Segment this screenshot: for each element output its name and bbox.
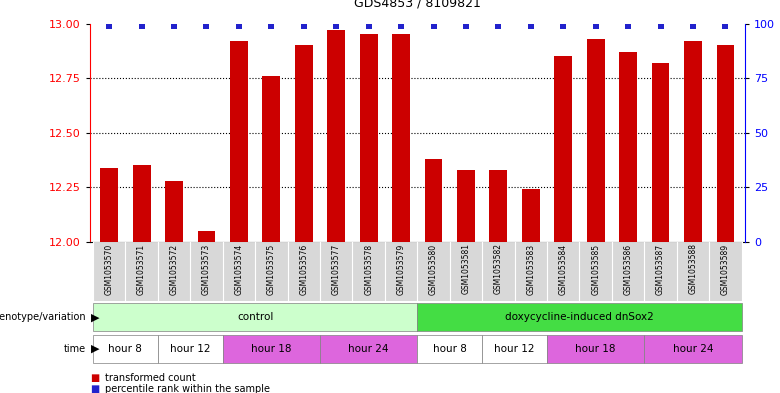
Bar <box>230 41 248 242</box>
Bar <box>295 46 313 242</box>
Text: GSM1053571: GSM1053571 <box>137 243 146 295</box>
Text: ▶: ▶ <box>91 344 100 354</box>
Bar <box>450 242 482 301</box>
Text: genotype/variation: genotype/variation <box>0 312 86 322</box>
Text: hour 12: hour 12 <box>170 344 211 354</box>
Bar <box>320 242 353 301</box>
Bar <box>717 46 734 242</box>
Bar <box>644 242 677 301</box>
Text: doxycycline-induced dnSox2: doxycycline-induced dnSox2 <box>505 312 654 322</box>
Bar <box>158 242 190 301</box>
Bar <box>417 303 742 332</box>
Bar <box>684 41 702 242</box>
Bar <box>547 242 580 301</box>
Bar <box>288 242 320 301</box>
Bar <box>360 35 378 242</box>
Text: GSM1053589: GSM1053589 <box>721 243 730 295</box>
Bar <box>392 35 410 242</box>
Bar <box>93 303 417 332</box>
Text: GSM1053574: GSM1053574 <box>235 243 243 295</box>
Text: transformed count: transformed count <box>105 373 196 383</box>
Bar <box>93 242 126 301</box>
Bar <box>587 39 604 242</box>
Text: GSM1053573: GSM1053573 <box>202 243 211 295</box>
Bar <box>126 242 158 301</box>
Bar <box>424 159 442 242</box>
Text: hour 24: hour 24 <box>349 344 389 354</box>
Bar <box>320 335 417 363</box>
Bar <box>93 335 158 363</box>
Text: GSM1053581: GSM1053581 <box>462 243 470 294</box>
Text: GSM1053579: GSM1053579 <box>396 243 406 295</box>
Bar <box>547 335 644 363</box>
Bar <box>417 335 482 363</box>
Bar <box>555 56 573 242</box>
Text: GSM1053577: GSM1053577 <box>332 243 341 295</box>
Bar <box>580 242 612 301</box>
Text: hour 18: hour 18 <box>251 344 292 354</box>
Text: hour 12: hour 12 <box>495 344 535 354</box>
Bar <box>522 189 540 242</box>
Text: hour 8: hour 8 <box>108 344 142 354</box>
Bar <box>612 242 644 301</box>
Text: GSM1053583: GSM1053583 <box>526 243 535 295</box>
Text: GSM1053585: GSM1053585 <box>591 243 600 295</box>
Text: GSM1053575: GSM1053575 <box>267 243 276 295</box>
Bar <box>619 52 637 242</box>
Text: time: time <box>64 344 86 354</box>
Bar <box>417 242 450 301</box>
Bar <box>353 242 385 301</box>
Text: ▶: ▶ <box>91 312 100 322</box>
Text: GSM1053587: GSM1053587 <box>656 243 665 295</box>
Text: hour 18: hour 18 <box>576 344 616 354</box>
Bar <box>262 76 280 242</box>
Text: GDS4853 / 8109821: GDS4853 / 8109821 <box>354 0 480 10</box>
Bar <box>677 242 709 301</box>
Text: control: control <box>237 312 273 322</box>
Bar <box>197 231 215 242</box>
Bar <box>457 170 475 242</box>
Text: GSM1053570: GSM1053570 <box>105 243 114 295</box>
Bar <box>644 335 742 363</box>
Bar <box>133 165 151 242</box>
Bar <box>255 242 288 301</box>
Bar <box>165 181 183 242</box>
Text: percentile rank within the sample: percentile rank within the sample <box>105 384 271 393</box>
Text: hour 8: hour 8 <box>433 344 466 354</box>
Bar <box>490 170 507 242</box>
Bar <box>101 167 118 242</box>
Bar <box>385 242 417 301</box>
Bar <box>222 242 255 301</box>
Text: GSM1053572: GSM1053572 <box>169 243 179 295</box>
Bar <box>482 242 515 301</box>
Bar <box>190 242 222 301</box>
Text: GSM1053582: GSM1053582 <box>494 243 503 294</box>
Text: GSM1053588: GSM1053588 <box>689 243 697 294</box>
Bar <box>328 30 345 242</box>
Text: GSM1053576: GSM1053576 <box>300 243 308 295</box>
Bar <box>515 242 547 301</box>
Bar <box>651 63 669 242</box>
Text: ■: ■ <box>90 373 99 383</box>
Text: GSM1053584: GSM1053584 <box>558 243 568 295</box>
Bar <box>222 335 320 363</box>
Text: hour 24: hour 24 <box>673 344 713 354</box>
Bar <box>158 335 222 363</box>
Text: ■: ■ <box>90 384 99 393</box>
Bar <box>709 242 742 301</box>
Bar <box>482 335 547 363</box>
Text: GSM1053578: GSM1053578 <box>364 243 373 295</box>
Text: GSM1053586: GSM1053586 <box>624 243 633 295</box>
Text: GSM1053580: GSM1053580 <box>429 243 438 295</box>
